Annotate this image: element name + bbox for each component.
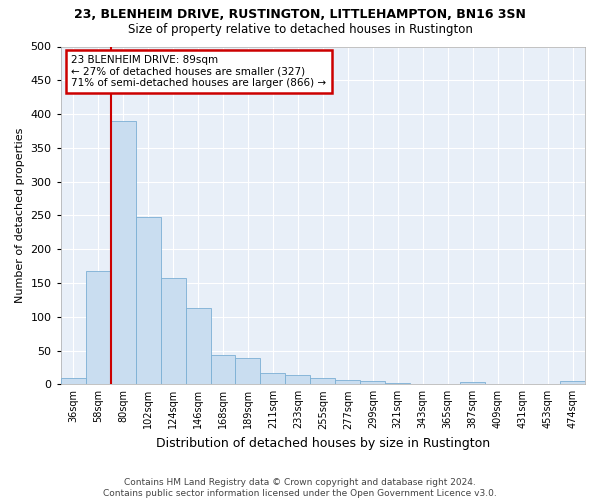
Bar	[110, 121, 136, 384]
X-axis label: Distribution of detached houses by size in Rustington: Distribution of detached houses by size …	[156, 437, 490, 450]
Bar	[235, 358, 260, 384]
Bar	[335, 380, 361, 384]
Bar	[385, 383, 410, 384]
Bar	[260, 373, 286, 384]
Bar	[161, 278, 185, 384]
Bar	[211, 356, 235, 384]
Text: Contains HM Land Registry data © Crown copyright and database right 2024.
Contai: Contains HM Land Registry data © Crown c…	[103, 478, 497, 498]
Bar	[86, 272, 110, 384]
Text: 23, BLENHEIM DRIVE, RUSTINGTON, LITTLEHAMPTON, BN16 3SN: 23, BLENHEIM DRIVE, RUSTINGTON, LITTLEHA…	[74, 8, 526, 20]
Bar	[185, 308, 211, 384]
Y-axis label: Number of detached properties: Number of detached properties	[15, 128, 25, 303]
Bar	[361, 381, 385, 384]
Bar	[61, 378, 86, 384]
Bar	[560, 381, 585, 384]
Text: 23 BLENHEIM DRIVE: 89sqm
← 27% of detached houses are smaller (327)
71% of semi-: 23 BLENHEIM DRIVE: 89sqm ← 27% of detach…	[71, 55, 326, 88]
Bar	[286, 375, 310, 384]
Text: Size of property relative to detached houses in Rustington: Size of property relative to detached ho…	[128, 22, 472, 36]
Bar	[310, 378, 335, 384]
Bar	[136, 217, 161, 384]
Bar	[460, 382, 485, 384]
